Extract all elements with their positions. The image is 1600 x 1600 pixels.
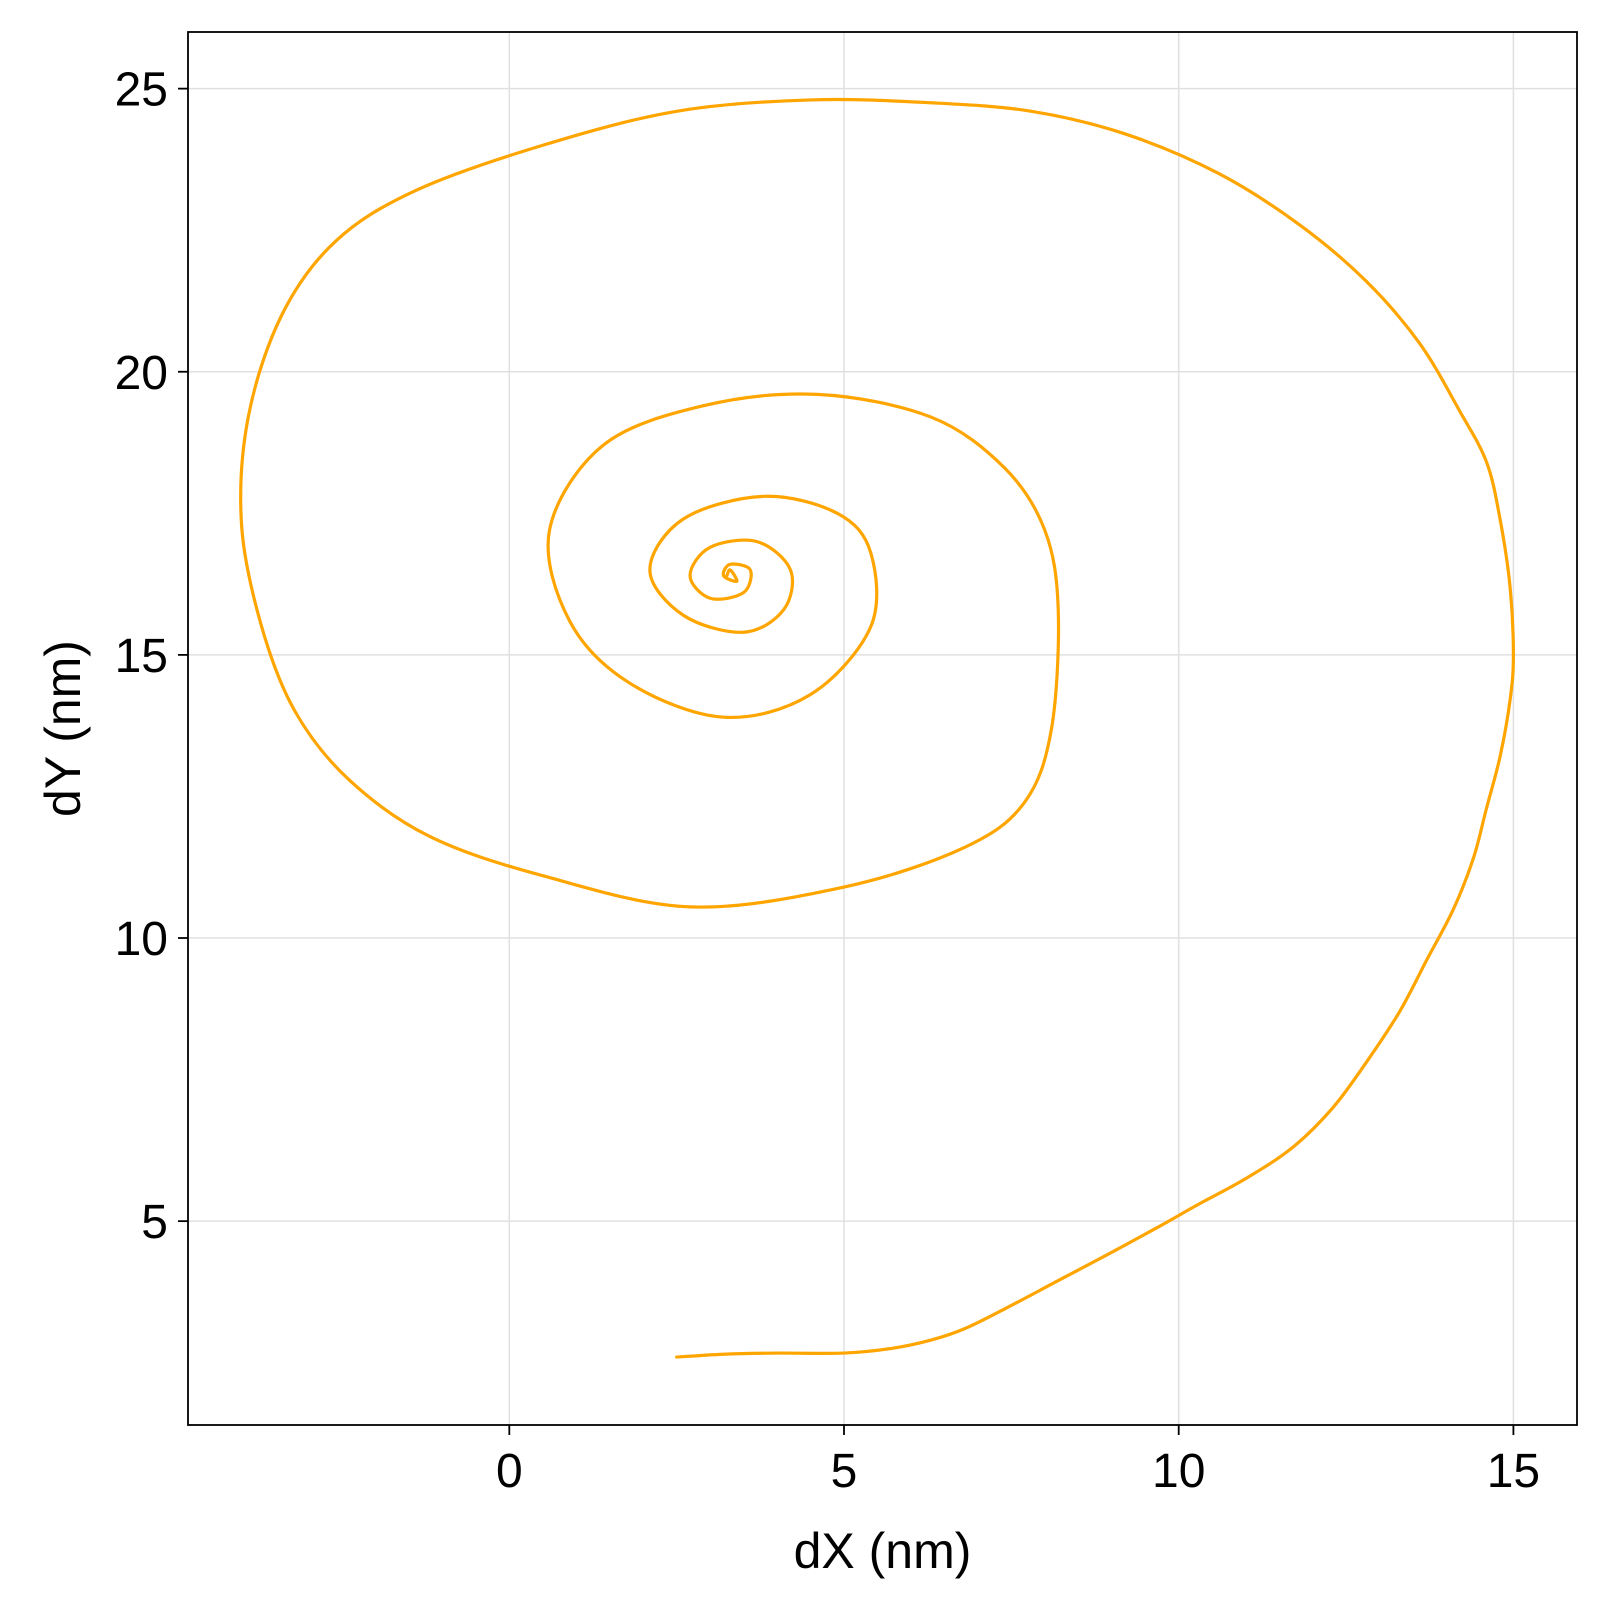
- y-tick-label-0: 5: [141, 1196, 168, 1249]
- y-tick-label-4: 25: [115, 64, 168, 117]
- gridlines: [188, 32, 1577, 1425]
- x-tick-label-2: 10: [1152, 1445, 1205, 1498]
- y-axis-title: dY (nm): [35, 640, 91, 817]
- x-tick-label-0: 0: [496, 1445, 523, 1498]
- y-tick-label-3: 20: [115, 347, 168, 400]
- y-tick-label-2: 15: [115, 630, 168, 683]
- x-tick-label-1: 5: [831, 1445, 858, 1498]
- x-axis-title: dX (nm): [794, 1523, 972, 1579]
- x-tick-label-3: 15: [1487, 1445, 1540, 1498]
- plot-area: [239, 97, 1516, 1359]
- plot-frame: [187, 31, 1578, 1426]
- axis-ticks: 0 5 10 15 5 10 15 20 25: [115, 64, 1540, 1498]
- y-tick-label-1: 10: [115, 913, 168, 966]
- series-line-0: [239, 97, 1516, 1359]
